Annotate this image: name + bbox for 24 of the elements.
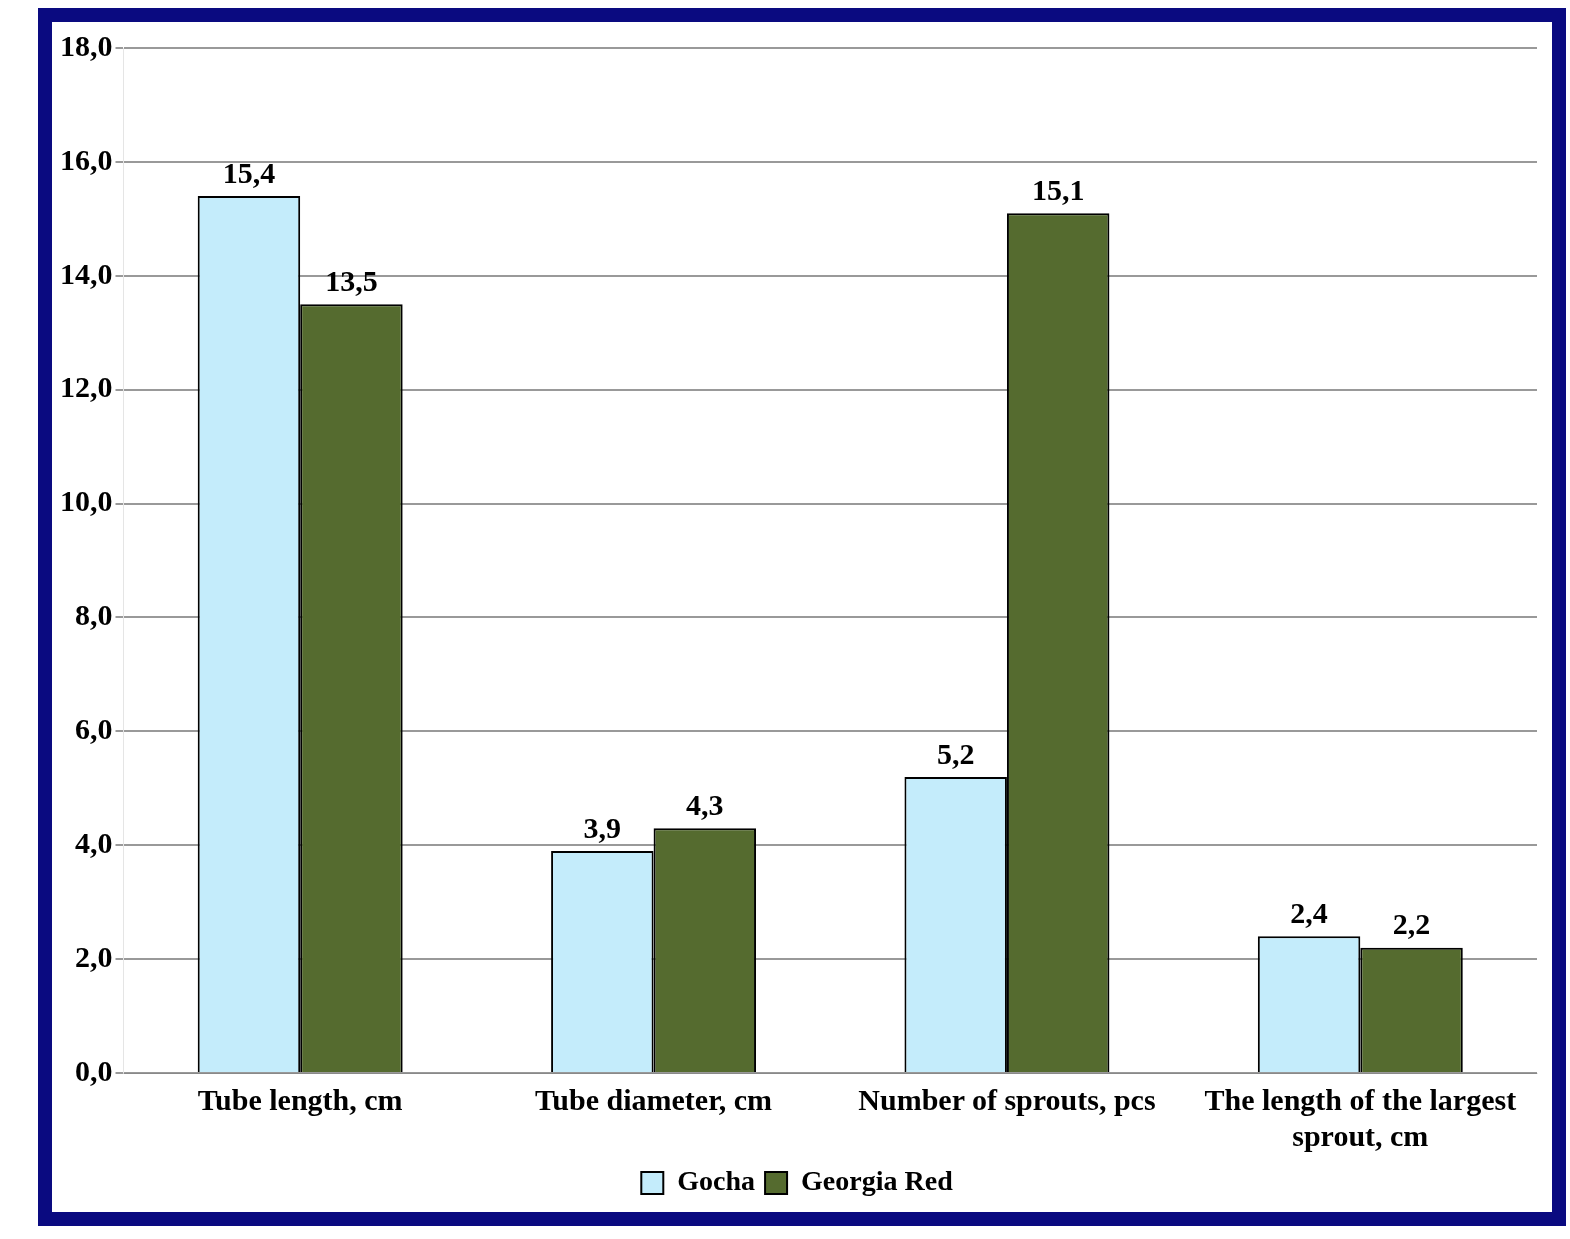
- y-tick-label: 0,0: [75, 1053, 113, 1087]
- x-tick-label: Tube length, cm: [197, 1082, 403, 1116]
- data-label: 15,1: [1031, 172, 1085, 206]
- y-tick-label: 6,0: [75, 712, 113, 746]
- y-tick-label: 4,0: [75, 825, 113, 859]
- data-label: 4,3: [686, 787, 724, 821]
- data-label: 13,5: [325, 264, 378, 297]
- data-label: 15,4: [222, 155, 276, 189]
- data-label: 3,9: [583, 810, 622, 844]
- x-tick-label: The length of the largest sprout, cm: [1204, 1082, 1517, 1152]
- data-label: 2,4: [1290, 896, 1328, 930]
- legend-label: Gocha: [677, 1165, 756, 1197]
- x-tick-label: Number of sprouts, pcs: [858, 1082, 1156, 1116]
- y-tick-label: 10,0: [60, 484, 113, 518]
- data-label: 5,2: [936, 736, 975, 770]
- y-tick-label: 14,0: [60, 256, 113, 290]
- y-tick-label: 16,0: [60, 142, 113, 176]
- y-tick-label: 12,0: [60, 370, 113, 404]
- y-tick-label: 2,0: [75, 939, 113, 973]
- legend-label: Georgia Red: [801, 1165, 954, 1197]
- y-tick-label: 18,0: [60, 28, 113, 62]
- data-label: 2,2: [1392, 907, 1431, 941]
- x-tick-label: Tube diameter, cm: [535, 1082, 773, 1116]
- y-tick-label: 8,0: [75, 598, 113, 632]
